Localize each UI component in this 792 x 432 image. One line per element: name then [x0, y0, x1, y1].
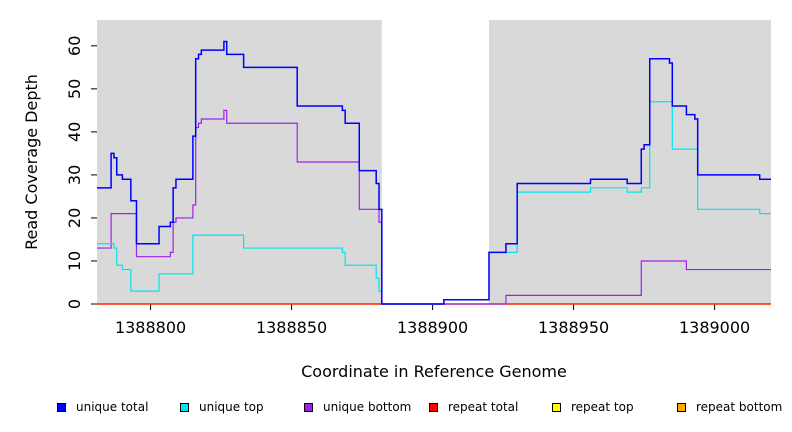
y-tick-label: 50 — [65, 79, 84, 99]
series-line-unique-bottom — [97, 109, 771, 305]
legend-item-unique-total: unique total — [57, 400, 148, 414]
legend-label: unique bottom — [323, 400, 412, 414]
legend-swatch — [57, 402, 66, 412]
x-tick-label: 1388800 — [115, 318, 186, 337]
y-tick-label: 20 — [65, 208, 84, 228]
y-tick-label: 60 — [65, 36, 84, 56]
x-axis-title: Coordinate in Reference Genome — [301, 362, 567, 381]
x-tick-label: 1388900 — [397, 318, 468, 337]
legend-item-repeat-total: repeat total — [429, 400, 518, 414]
legend-item-unique-bottom: unique bottom — [304, 400, 411, 414]
series-line-unique-total — [97, 40, 771, 305]
legend-label: unique total — [76, 400, 149, 414]
series-layer — [97, 40, 771, 305]
legend-label: repeat total — [448, 400, 519, 414]
legend-swatch — [429, 402, 438, 412]
legend-item-repeat-top: repeat top — [552, 400, 634, 414]
legend-swatch — [677, 402, 686, 412]
legend-swatch — [180, 402, 189, 412]
legend-swatch — [552, 402, 561, 412]
legend-swatch — [304, 402, 313, 412]
x-tick-label: 1388850 — [256, 318, 327, 337]
coverage-chart: 1388800 1388850 1388900 1388950 1389000 0 10 20… — [22, 20, 771, 381]
legend-item-repeat-bottom: repeat bottom — [677, 400, 782, 414]
legend-label: unique top — [199, 400, 264, 414]
legend-label: repeat top — [571, 400, 634, 414]
gap-region — [381, 20, 489, 304]
tick-layer: 1388800 1388850 1388900 1388950 1389000 0 10 20… — [65, 36, 750, 337]
y-tick-label: 40 — [65, 122, 84, 142]
y-tick-label: 0 — [65, 299, 84, 309]
y-tick-label: 30 — [65, 165, 84, 185]
x-tick-label: 1388950 — [538, 318, 609, 337]
legend-label: repeat bottom — [696, 400, 783, 414]
legend-item-unique-top: unique top — [180, 400, 264, 414]
x-tick-label: 1389000 — [679, 318, 750, 337]
legend: unique total unique top unique bottom repea… — [0, 400, 792, 420]
y-axis-title: Read Coverage Depth — [22, 74, 41, 250]
y-tick-label: 10 — [65, 251, 84, 271]
